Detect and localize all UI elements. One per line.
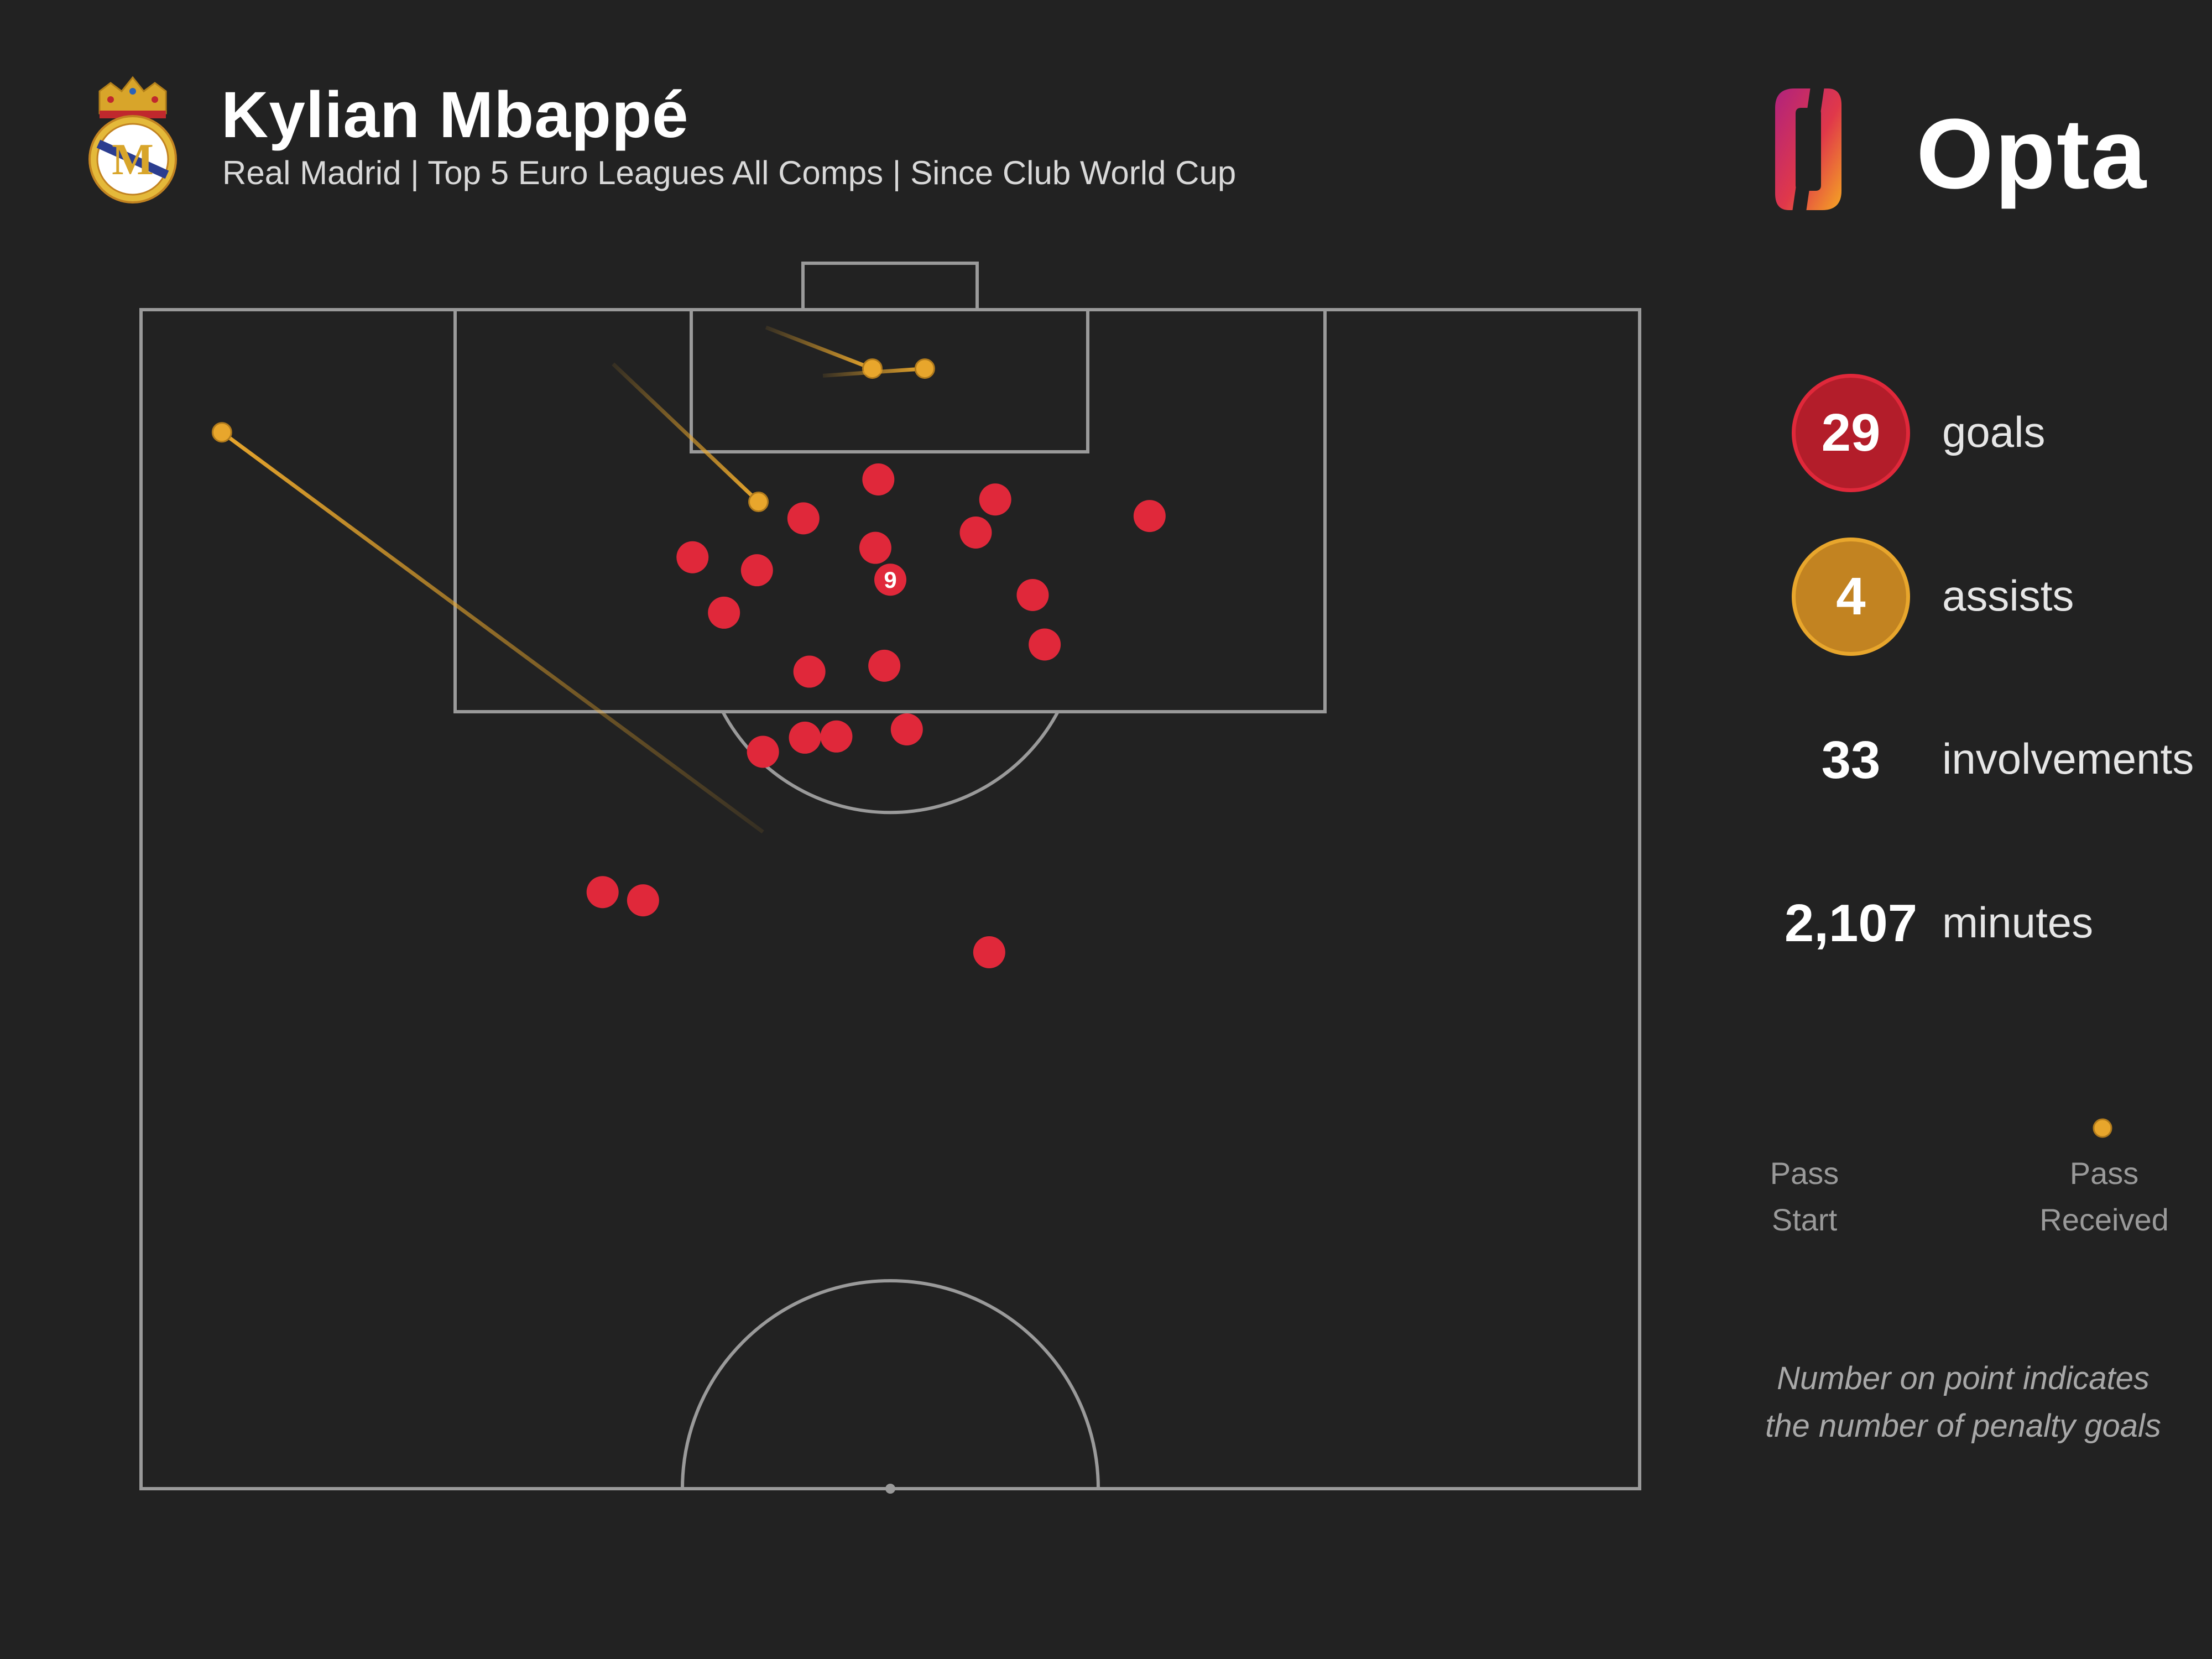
legend-pass-start-label: Pass Start xyxy=(1770,1156,1839,1237)
penalty-goal-count-label: 9 xyxy=(884,567,896,593)
assist-pass-received-point xyxy=(748,492,769,513)
assist-pass-line xyxy=(221,430,764,834)
assist-pass-line xyxy=(765,325,873,371)
goal-shot-point xyxy=(862,463,895,496)
goals-count-badge: 29 xyxy=(1792,374,1910,492)
penalty-layer: 9 xyxy=(874,564,906,596)
centre-spot xyxy=(885,1484,895,1494)
goal-shot-point xyxy=(586,876,619,909)
goal-shot-point xyxy=(890,713,923,745)
goals-label: goals xyxy=(1942,408,2046,456)
goal-shot-point xyxy=(979,483,1011,516)
goal-shot-point xyxy=(789,721,821,754)
pass-legend xyxy=(1803,1118,2112,1138)
assist-pass-line xyxy=(822,367,925,378)
opta-logo-icon xyxy=(1775,83,1841,216)
goal-shot-point xyxy=(793,655,826,688)
pitch-markings xyxy=(139,262,1641,1490)
opta-logo-text: Opta xyxy=(1916,98,2148,210)
legend-pass-received-label: Pass Received xyxy=(2039,1156,2169,1237)
goal-shot-point xyxy=(959,516,992,549)
goal-shot-point xyxy=(676,541,709,573)
page-title: Kylian Mbappé xyxy=(221,79,689,152)
goal-shot-point xyxy=(708,596,740,629)
legend-pass-end-marker xyxy=(2093,1118,2112,1138)
goal-shot-point xyxy=(747,735,779,768)
goal-shot-point xyxy=(1133,500,1166,533)
six-yard-box xyxy=(690,308,1089,453)
minutes-count: 2,107 xyxy=(1784,894,1918,953)
goal-shot-point xyxy=(868,649,901,682)
assist-pass-received-point xyxy=(914,358,935,379)
shot-map-pitch: 9 xyxy=(139,262,1641,1494)
assists-label: assists xyxy=(1942,571,2074,620)
goal-shot-point xyxy=(820,720,853,753)
goal-shot-point xyxy=(1016,578,1049,611)
goal-layer xyxy=(586,463,1166,968)
goal-shot-point xyxy=(859,531,891,564)
goal-shot-point xyxy=(740,554,773,587)
real-madrid-crest-icon: M xyxy=(88,76,177,204)
goal-shot-point xyxy=(627,884,659,917)
centre-circle xyxy=(681,1279,1100,1489)
goal-frame xyxy=(801,262,979,311)
minutes-label: minutes xyxy=(1942,898,2094,947)
assist-pass-received-point xyxy=(211,422,232,443)
svg-text:M: M xyxy=(112,135,154,184)
footnote: Number on point indicates the number of … xyxy=(1765,1360,2161,1444)
page-subtitle: Real Madrid | Top 5 Euro Leagues All Com… xyxy=(222,154,1237,191)
assist-pass-line xyxy=(612,362,760,504)
goal-shot-point xyxy=(787,502,820,535)
penalty-goal-point xyxy=(874,564,906,596)
assists-count-badge: 4 xyxy=(1792,538,1910,656)
involvements-count: 33 xyxy=(1821,731,1881,790)
assist-layer xyxy=(211,325,935,834)
goal-shot-point xyxy=(1029,628,1061,661)
assist-pass-received-point xyxy=(862,358,883,379)
involvements-label: involvements xyxy=(1942,734,2194,783)
goal-shot-point xyxy=(973,936,1005,968)
